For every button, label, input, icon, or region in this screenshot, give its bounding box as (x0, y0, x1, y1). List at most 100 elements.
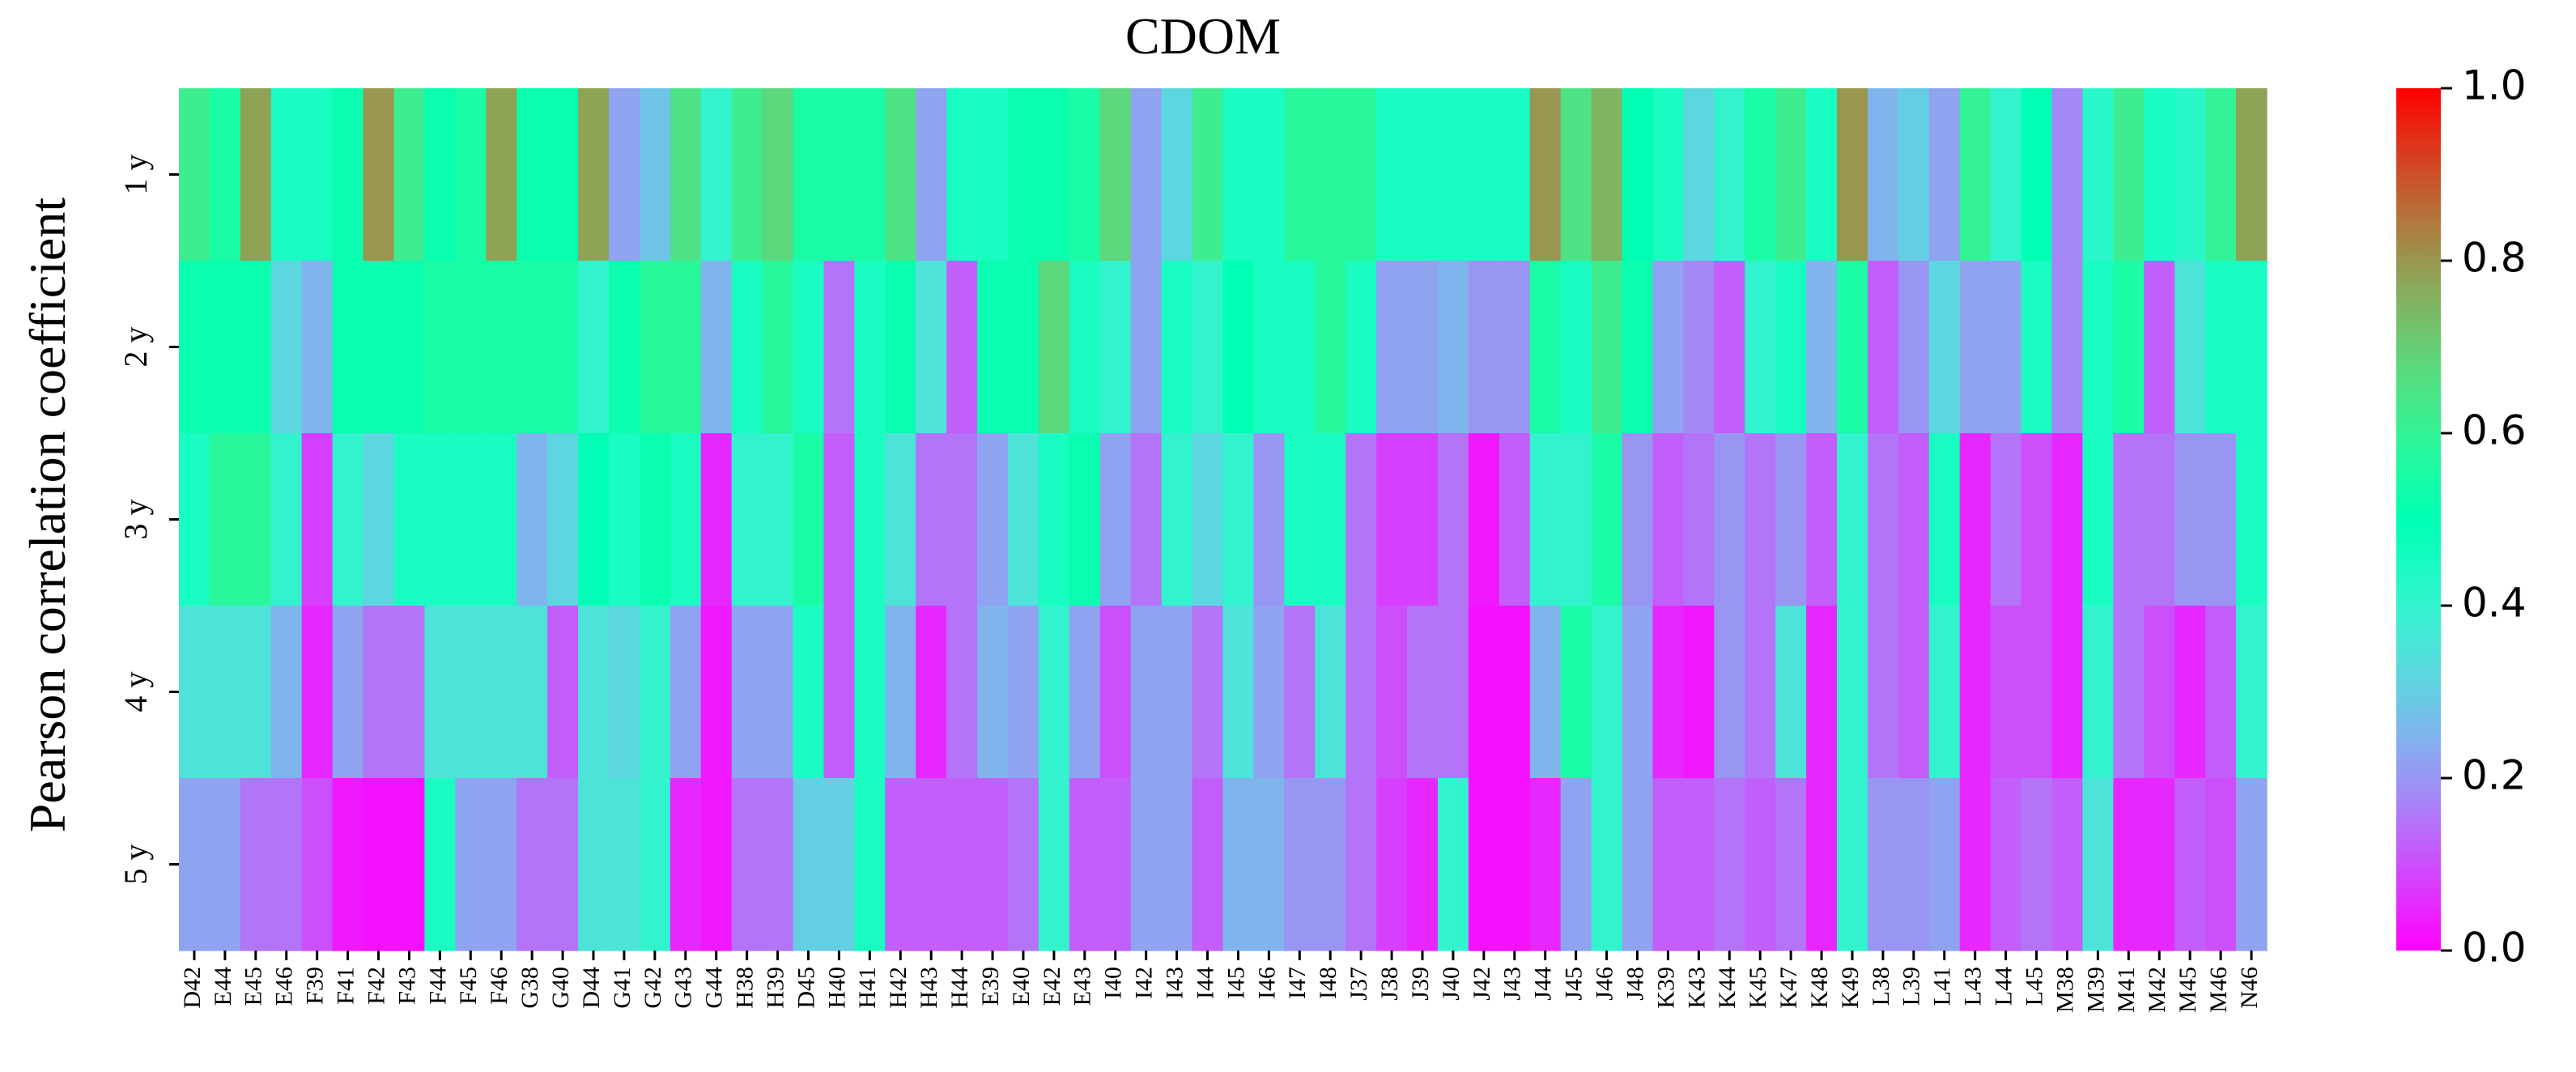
heatmap-cell (2021, 606, 2053, 779)
heatmap-cell (1315, 433, 1346, 606)
heatmap-cell (301, 88, 334, 262)
x-axis-ticks: D42 E44 E45 E46 F39 F41 F42 F43 F44 F45 F46 G38 G40 D… (179, 951, 2263, 1013)
x-tick-label: I46 (1253, 967, 1280, 999)
heatmap-cell (1468, 778, 1500, 951)
colorbar-tick-label: 1.0 (2462, 62, 2527, 109)
heatmap-cell (486, 88, 517, 262)
heatmap-cell (1345, 606, 1377, 779)
heatmap-cell (823, 261, 855, 434)
x-tick-label: E44 (210, 967, 236, 1006)
x-tick-label: G40 (547, 967, 574, 1009)
heatmap-cell (608, 261, 640, 434)
heatmap-cell (793, 778, 825, 951)
heatmap-cell (1745, 606, 1776, 779)
heatmap-cell (1222, 606, 1255, 779)
heatmap-cell (1622, 433, 1654, 606)
heatmap-cell (1407, 88, 1439, 262)
heatmap-cell (455, 778, 487, 951)
x-tick-label: K39 (1652, 967, 1679, 1009)
heatmap-cell (1468, 88, 1500, 262)
heatmap-cell (977, 778, 1009, 951)
heatmap-cell (1837, 433, 1868, 606)
heatmap-cell (1714, 606, 1745, 779)
heatmap-cell (486, 778, 517, 951)
x-tick-label: J43 (1499, 967, 1526, 1001)
heatmap-cell (1622, 88, 1654, 262)
x-tick-label: L44 (1991, 967, 2017, 1006)
x-tick-label: J37 (1345, 967, 1372, 1001)
heatmap-cell (1806, 433, 1838, 606)
heatmap-cell (700, 433, 733, 606)
heatmap-cell (2144, 261, 2175, 434)
x-tick-label: D44 (578, 967, 605, 1009)
heatmap-cell (2021, 261, 2053, 434)
y-tick-label: 5 y (117, 844, 154, 885)
heatmap-cell (270, 88, 303, 262)
heatmap-cell (1990, 606, 2022, 779)
heatmap-cell (731, 261, 763, 434)
x-tick-label: J44 (1530, 967, 1557, 1001)
heatmap-cell (1928, 261, 1961, 434)
heatmap-cell (2205, 261, 2237, 434)
heatmap-cell (1560, 433, 1592, 606)
x-tick-label: G42 (640, 967, 666, 1009)
heatmap-cell (946, 261, 978, 434)
heatmap-cell (209, 261, 241, 434)
heatmap-cell (1038, 433, 1070, 606)
heatmap-cell (1130, 433, 1163, 606)
heatmap-cell (2144, 433, 2175, 606)
heatmap-cell (1192, 261, 1224, 434)
heatmap-cell (1038, 778, 1070, 951)
heatmap-cell (1099, 261, 1132, 434)
heatmap-cell (946, 606, 978, 779)
heatmap-cell (1253, 778, 1285, 951)
heatmap-cell (670, 261, 702, 434)
x-tick-label: J48 (1622, 967, 1648, 1001)
heatmap-cell (1898, 778, 1930, 951)
heatmap-cell (1222, 88, 1255, 262)
heatmap-cell (1437, 778, 1469, 951)
heatmap-cell (1498, 606, 1531, 779)
heatmap-cell (2174, 778, 2206, 951)
x-tick-label: N46 (2236, 967, 2263, 1009)
heatmap-cell (1959, 778, 1992, 951)
heatmap-cell (1990, 433, 2022, 606)
heatmap-cell (1714, 88, 1745, 262)
x-tick-label: L39 (1898, 967, 1925, 1006)
heatmap-cell (1253, 433, 1285, 606)
heatmap-cell (209, 433, 241, 606)
heatmap-cell (2236, 606, 2268, 779)
x-tick-label: G38 (516, 967, 543, 1009)
heatmap-cell (1867, 433, 1899, 606)
x-tick-label: K43 (1683, 967, 1710, 1009)
heatmap-cell (1069, 88, 1101, 262)
heatmap-cell (1437, 88, 1469, 262)
heatmap-cell (1775, 778, 1807, 951)
heatmap-cell (1959, 606, 1992, 779)
heatmap-cell (1437, 606, 1469, 779)
heatmap-cell (670, 778, 702, 951)
heatmap-cell (578, 433, 610, 606)
heatmap-cell (977, 606, 1009, 779)
x-tick-label: M45 (2174, 967, 2201, 1013)
colorbar-tick-label: 0.8 (2462, 235, 2527, 282)
heatmap-cell (1867, 778, 1899, 951)
heatmap-cell (1407, 261, 1439, 434)
x-tick-label: E46 (271, 967, 298, 1006)
heatmap-cell (2021, 88, 2053, 262)
heatmap-cell (240, 606, 272, 779)
heatmap-cell (1099, 778, 1132, 951)
heatmap-cell (2113, 778, 2145, 951)
heatmap-cell (1928, 433, 1961, 606)
heatmap-cell (1652, 778, 1684, 951)
heatmap-cell (209, 778, 241, 951)
heatmap-cell (1714, 433, 1745, 606)
heatmap-cell (2113, 606, 2145, 779)
heatmap-cell (1928, 88, 1961, 262)
heatmap-cell (793, 433, 825, 606)
x-tick-label: F39 (302, 967, 329, 1005)
heatmap-cell (700, 261, 733, 434)
heatmap-cell (1529, 433, 1562, 606)
heatmap-cell (1498, 433, 1531, 606)
